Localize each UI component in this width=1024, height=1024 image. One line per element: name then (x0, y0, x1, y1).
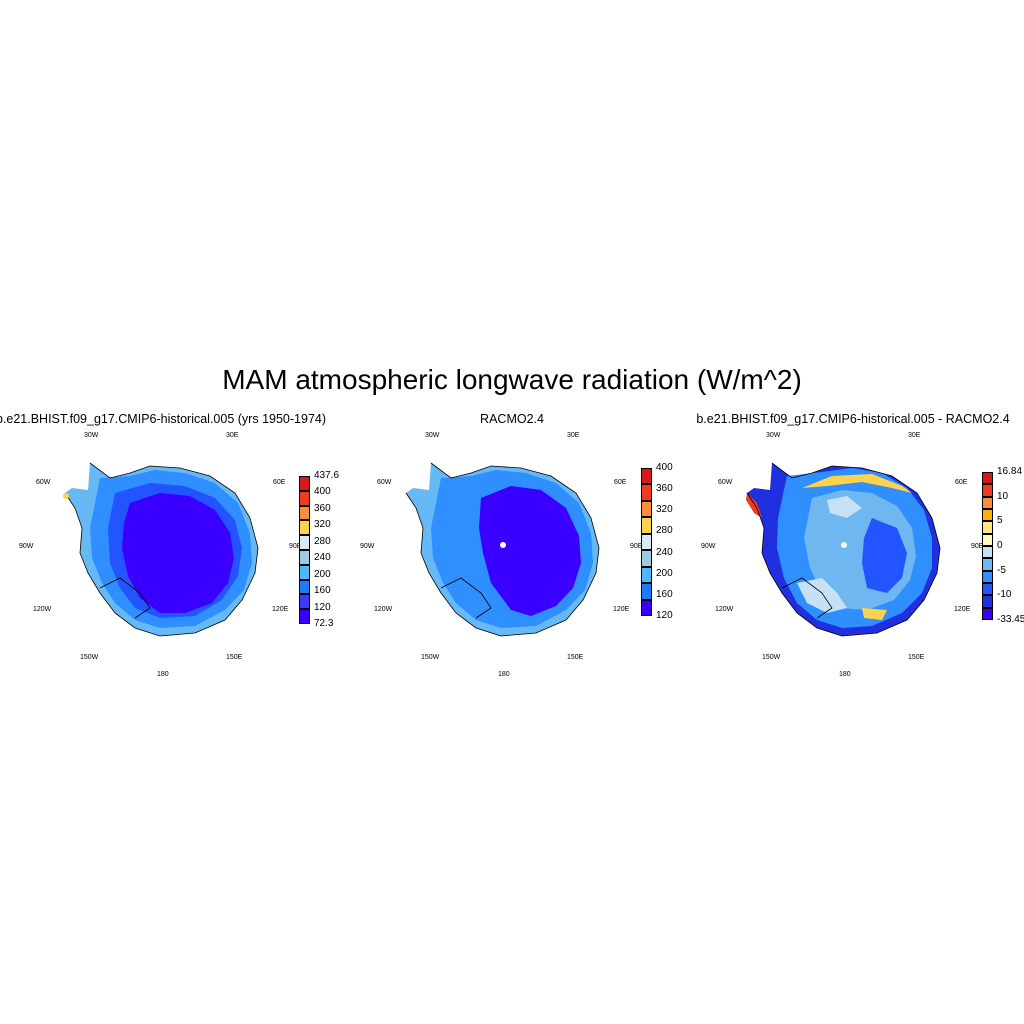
colorbar-swatch (982, 496, 993, 509)
lon-label-60e: 60E (955, 479, 968, 486)
colorbar-swatch (641, 550, 652, 567)
colorbar-label: 320 (656, 504, 673, 516)
panel-model: b.e21.BHIST.f09_g17.CMIP6-historical.005… (0, 408, 342, 688)
lon-label-180: 180 (839, 671, 851, 678)
lon-label-120w: 120W (715, 606, 734, 613)
colorbar-swatch (299, 594, 310, 610)
lon-label-90e: 90E (289, 543, 302, 550)
lon-label-90w: 90W (360, 543, 375, 550)
colorbar-swatch (641, 533, 652, 551)
colorbar-swatch (641, 517, 652, 534)
colorbar-label: 16.84 (997, 466, 1023, 477)
colorbar-label: 360 (314, 502, 331, 514)
lon-label-60w: 60W (36, 479, 51, 486)
colorbar-label: 320 (314, 519, 331, 531)
colorbar-swatch (299, 476, 310, 491)
colorbar-swatch (641, 468, 652, 485)
colorbar-label: -10 (997, 589, 1012, 601)
lon-label-120e: 120E (272, 606, 289, 613)
colorbar-label: 160 (656, 588, 673, 600)
colorbar-label: 400 (314, 486, 331, 498)
colorbar-swatch (299, 550, 310, 565)
antarctica-map (746, 462, 941, 637)
lon-label-180: 180 (498, 671, 510, 678)
lon-label-30e: 30E (567, 432, 580, 439)
colorbar-label: 0 (997, 540, 1003, 551)
colorbar-label: 360 (656, 483, 673, 495)
panel-title: b.e21.BHIST.f09_g17.CMIP6-historical.005… (0, 412, 327, 426)
panel-title: RACMO2.4 (480, 412, 544, 426)
colorbar-swatch (982, 533, 993, 546)
colorbar-swatch (982, 607, 993, 620)
colorbar-label: -33.45 (997, 614, 1024, 625)
colorbar-swatch (641, 583, 652, 600)
lon-label-150w: 150W (421, 654, 440, 661)
colorbar-swatch (299, 505, 310, 521)
lon-label-90e: 90E (630, 543, 643, 550)
colorbar-swatch (641, 599, 652, 616)
colorbar-label: 120 (656, 610, 673, 621)
colorbar-label: 437.6 (314, 470, 340, 481)
colorbar-label: 10 (997, 490, 1009, 502)
lon-label-30w: 30W (84, 432, 99, 439)
lon-label-30w: 30W (766, 432, 781, 439)
colorbar-swatch (299, 490, 310, 506)
colorbar-swatch (982, 583, 993, 596)
colorbar-swatch (982, 570, 993, 583)
colorbar-swatch (982, 472, 993, 485)
colorbar-swatch (982, 521, 993, 534)
lon-label-150e: 150E (226, 654, 243, 661)
lon-label-150w: 150W (762, 654, 781, 661)
colorbar-swatch (299, 579, 310, 595)
panel-difference: b.e21.BHIST.f09_g17.CMIP6-historical.005… (682, 408, 1024, 688)
colorbar-swatch (641, 566, 652, 584)
lon-label-30e: 30E (226, 432, 239, 439)
colorbar-swatch (982, 484, 993, 497)
main-title: MAM atmospheric longwave radiation (W/m^… (222, 364, 802, 395)
colorbar-label: 280 (314, 535, 331, 547)
lon-label-60w: 60W (377, 479, 392, 486)
lon-label-30e: 30E (908, 432, 921, 439)
lon-label-150e: 150E (908, 654, 925, 661)
colorbar-swatch (982, 595, 993, 608)
colorbar-label: 240 (314, 552, 331, 564)
colorbar-label: 200 (314, 568, 331, 580)
colorbar-label: 400 (656, 462, 673, 473)
colorbar-label: -5 (997, 564, 1006, 576)
lon-label-150w: 150W (80, 654, 99, 661)
colorbar-swatch (641, 484, 652, 501)
colorbar-label: 280 (656, 525, 673, 537)
colorbar-swatch (982, 546, 993, 559)
antarctica-map (63, 462, 259, 637)
lon-label-60e: 60E (273, 479, 286, 486)
lon-label-90w: 90W (701, 543, 716, 550)
lon-label-90w: 90W (19, 543, 34, 550)
colorbar-label: 5 (997, 515, 1003, 527)
lon-label-150e: 150E (567, 654, 584, 661)
colorbar-label: 200 (656, 567, 673, 579)
colorbar-swatch (982, 558, 993, 571)
antarctica-map (405, 462, 600, 637)
panel-title: b.e21.BHIST.f09_g17.CMIP6-historical.005… (696, 412, 1010, 426)
lon-label-120e: 120E (613, 606, 630, 613)
lon-label-120w: 120W (33, 606, 52, 613)
colorbar-label: 72.3 (314, 618, 334, 629)
lon-label-30w: 30W (425, 432, 440, 439)
lon-label-180: 180 (157, 671, 169, 678)
lon-label-120w: 120W (374, 606, 393, 613)
lon-label-90e: 90E (971, 543, 984, 550)
colorbar-swatch (299, 520, 310, 536)
colorbar-label: 160 (314, 585, 331, 597)
panel-racmo: RACMO2.4 30W 30E 60W 60E 90W 90E 120W 12… (341, 408, 683, 688)
lon-label-120e: 120E (954, 606, 971, 613)
lon-label-60w: 60W (718, 479, 733, 486)
colorbar-label: 120 (314, 601, 331, 613)
colorbar-swatch (299, 535, 310, 550)
lon-label-60e: 60E (614, 479, 627, 486)
colorbar-label: 240 (656, 546, 673, 558)
colorbar-swatch (299, 564, 310, 580)
colorbar-swatch (641, 500, 652, 518)
colorbar-swatch (982, 509, 993, 522)
colorbar-swatch (299, 609, 310, 624)
